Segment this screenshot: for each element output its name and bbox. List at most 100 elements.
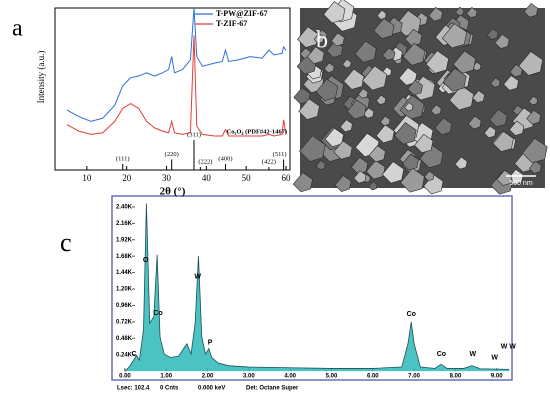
x-tick-label: 40 [202, 173, 212, 183]
sem-crystal [503, 75, 519, 91]
x-axis-label: 2θ (°) [160, 186, 186, 198]
sem-crystal [368, 145, 386, 163]
peak-label: C [131, 351, 136, 358]
sem-crystal [299, 135, 326, 162]
sem-crystal [490, 77, 501, 88]
spectrum-outline [124, 203, 510, 372]
plot-frame [54, 7, 291, 171]
sem-crystal [522, 137, 548, 164]
y-tick-label: 0.24K [116, 352, 133, 358]
reference-peak-label: (111) [116, 155, 130, 162]
x-tick-label: 8.00 [450, 374, 462, 380]
sem-crystal [523, 3, 539, 18]
peak-label: W [470, 351, 477, 358]
sem-crystal [526, 109, 542, 125]
peak-label: O [143, 257, 149, 264]
sem-crystal [496, 169, 513, 186]
sem-crystal [298, 98, 320, 120]
sem-crystal [323, 62, 335, 74]
sem-crystal [333, 140, 353, 160]
sem-crystal [353, 170, 367, 184]
reference-peak-label: (422) [262, 158, 276, 165]
peak-label: Co [153, 310, 162, 317]
x-tick-label: 50 [242, 173, 252, 183]
sem-crystal [297, 26, 319, 48]
sem-crystal [375, 124, 395, 144]
sem-crystal [442, 67, 467, 92]
sem-crystal [430, 104, 442, 116]
sem-crystal [334, 175, 352, 192]
sem-crystal [448, 85, 475, 111]
sem-crystal [423, 174, 444, 195]
sem-crystal [306, 46, 325, 65]
sem-crystal [330, 32, 345, 47]
panel-label: a [12, 16, 23, 42]
sem-crystal [376, 9, 387, 20]
sem-crystal [509, 120, 525, 136]
sem-crystal [404, 102, 414, 112]
reference-peak-label: (400) [218, 155, 232, 162]
sem-crystal [428, 6, 443, 22]
x-tick-label: 6.00 [367, 374, 379, 380]
sem-crystal [528, 160, 542, 174]
sem-crystal [425, 50, 449, 74]
x-tick-label: 3.00 [243, 374, 255, 380]
sem-crystal [414, 133, 434, 154]
sem-crystal [293, 87, 311, 105]
sem-crystal [486, 28, 499, 40]
sem-crystal [452, 50, 476, 74]
sem-crystal [494, 33, 510, 49]
sem-crystal [323, 1, 346, 24]
legend-label: T-PW@ZIF-67 [216, 9, 268, 18]
sem-crystal [402, 42, 426, 66]
y-tick-label: 2.16K [116, 221, 133, 227]
eds-frame [111, 195, 513, 381]
sem-crystal [365, 159, 386, 180]
sem-crystal [419, 144, 444, 169]
sem-crystal [313, 33, 325, 44]
x-tick-label: 10 [82, 173, 92, 183]
sem-crystal [381, 161, 405, 184]
sem-crystal [402, 153, 419, 171]
sem-image [292, 0, 548, 195]
sem-crystal [342, 58, 352, 69]
y-tick-label: 1.44K [116, 270, 133, 276]
sem-crystal [455, 6, 465, 16]
panel-label: b [316, 28, 328, 54]
sem-crystal [339, 119, 353, 133]
legend-label: T-ZIF-67 [216, 19, 247, 28]
sem-crystal [441, 23, 467, 49]
panel-label: c [60, 228, 72, 257]
sem-crystal [368, 181, 378, 191]
sem-crystal [454, 156, 468, 170]
sem-crystal [528, 95, 538, 106]
x-tick-label: 20 [122, 173, 132, 183]
sem-crystal [400, 167, 425, 193]
peak-label: Co [407, 311, 416, 318]
y-tick-label: 2.40K [116, 204, 133, 210]
reference-peak-label: (511) [273, 151, 287, 158]
sem-crystal [407, 79, 423, 96]
y-tick-label: 0.72K [116, 319, 133, 325]
sem-crystal [375, 94, 387, 105]
x-tick-label: 30 [162, 173, 172, 183]
sem-crystal [315, 78, 339, 101]
x-tick-label: 0.00 [119, 374, 131, 380]
sem-crystal [492, 130, 514, 153]
scale-bar-label: 500 nm [509, 180, 533, 187]
x-tick-label: 60 [282, 173, 292, 183]
sem-crystal [373, 17, 395, 39]
peak-label: W [194, 274, 201, 281]
x-tick-label: 1.00 [160, 374, 172, 380]
sem-crystal [362, 65, 388, 91]
sem-crystal [434, 117, 453, 136]
sem-crystal [466, 6, 478, 19]
footer-text: Lsec: 102.4 [117, 386, 150, 392]
x-tick-label: 2.00 [202, 374, 214, 380]
x-tick-label: 5.00 [326, 374, 338, 380]
x-tick-label: 9.00 [491, 374, 503, 380]
series-line [66, 7, 287, 122]
x-tick-label: 4.00 [284, 374, 296, 380]
sem-crystal [343, 68, 365, 90]
sem-crystal [357, 88, 369, 99]
